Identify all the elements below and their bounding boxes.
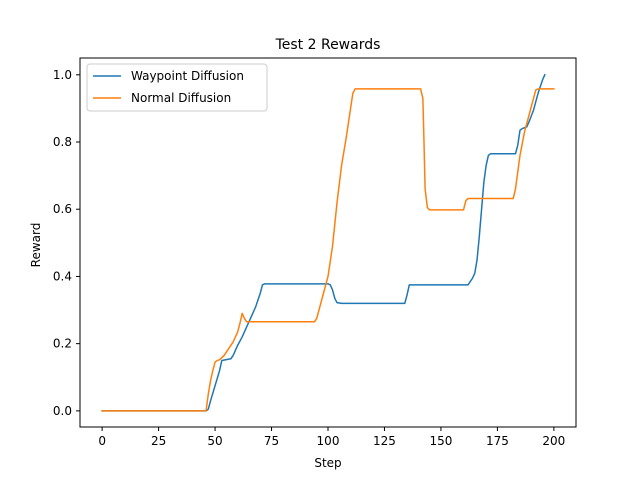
chart-title: Test 2 Rewards (275, 37, 381, 53)
y-axis-ticks: 0.0 0.2 0.4 0.6 0.8 1.0 (53, 68, 80, 418)
y-tick-label: 0.6 (53, 202, 72, 216)
x-tick-label: 25 (151, 434, 166, 448)
legend-box (86, 63, 268, 112)
x-tick-label: 0 (98, 434, 106, 448)
x-tick-label: 75 (264, 434, 279, 448)
legend: Waypoint Diffusion Normal Diffusion (86, 63, 268, 112)
x-tick-label: 150 (429, 434, 452, 448)
plot-area (79, 57, 577, 428)
x-tick-label: 200 (542, 434, 565, 448)
x-axis-label: Step (314, 456, 341, 470)
x-tick-label: 125 (373, 434, 396, 448)
x-tick-label: 50 (207, 434, 222, 448)
y-tick-label: 0.2 (53, 337, 72, 351)
x-axis-ticks: 0 25 50 75 100 125 150 175 200 (98, 427, 565, 448)
y-tick-label: 0.0 (53, 404, 72, 418)
legend-label-waypoint-diffusion: Waypoint Diffusion (131, 69, 244, 83)
legend-label-normal-diffusion: Normal Diffusion (131, 91, 231, 105)
x-tick-label: 100 (317, 434, 340, 448)
y-tick-label: 0.4 (53, 269, 72, 283)
y-axis-label: Reward (29, 223, 43, 268)
series-line-waypoint-diffusion (101, 73, 546, 412)
series-layer (101, 73, 555, 412)
plot-frame (79, 57, 577, 428)
y-tick-label: 1.0 (53, 68, 72, 82)
x-tick-label: 175 (486, 434, 509, 448)
y-tick-label: 0.8 (53, 135, 72, 149)
series-line-normal-diffusion (101, 88, 555, 412)
